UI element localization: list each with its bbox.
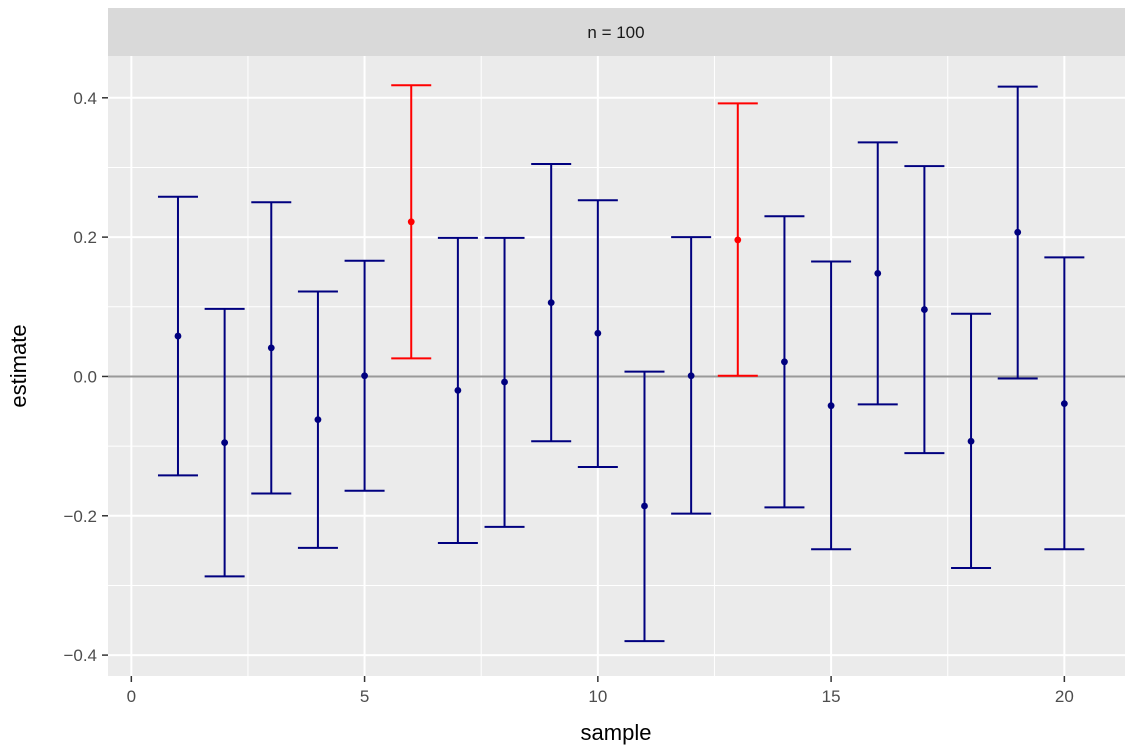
x-axis-title: sample — [581, 720, 652, 745]
error-bars — [157, 84, 1085, 643]
error-bar-sample-16 — [857, 141, 898, 406]
error-bar-sample-7 — [437, 236, 478, 544]
x-tick-label: 20 — [1055, 687, 1074, 706]
error-bar-sample-1 — [157, 195, 198, 477]
error-bar-sample-13 — [717, 102, 758, 377]
error-bar-sample-17 — [904, 165, 945, 455]
error-bar-sample-5 — [344, 259, 385, 492]
estimate-point — [407, 218, 415, 226]
estimate-point — [641, 502, 648, 510]
estimate-point — [454, 386, 462, 394]
x-tick-label: 15 — [822, 687, 841, 706]
x-tick-label: 5 — [360, 687, 369, 706]
y-tick-label: −0.2 — [63, 507, 97, 526]
y-tick-label: −0.4 — [63, 646, 97, 665]
x-axis: 0 5 10 15 20 — [127, 676, 1074, 706]
error-bar-sample-8 — [484, 236, 525, 528]
estimate-point — [967, 437, 975, 445]
error-bar-sample-18 — [951, 312, 992, 570]
estimate-point — [920, 306, 928, 313]
estimate-point — [827, 402, 835, 410]
error-bar-sample-11 — [624, 370, 665, 643]
estimate-point — [174, 332, 182, 340]
error-bar-sample-19 — [997, 85, 1038, 380]
estimate-point — [734, 236, 742, 244]
estimate-point — [221, 439, 229, 447]
estimate-point — [501, 378, 508, 386]
error-bar-sample-9 — [531, 162, 572, 443]
strip-background — [108, 8, 1125, 56]
estimate-point — [314, 416, 322, 424]
y-axis-title: estimate — [6, 324, 31, 407]
error-bar-sample-20 — [1044, 256, 1085, 551]
y-tick-label: 0.4 — [73, 89, 97, 108]
error-bar-sample-10 — [577, 199, 618, 469]
error-bar-sample-15 — [811, 260, 852, 551]
minor-gridlines — [108, 56, 1125, 676]
y-tick-label: 0.2 — [73, 228, 97, 247]
error-bar-sample-4 — [297, 290, 338, 549]
y-tick-label: 0.0 — [73, 367, 97, 386]
error-bar-sample-2 — [204, 307, 245, 578]
estimate-point — [687, 372, 695, 380]
estimate-point — [267, 344, 275, 352]
y-axis: −0.4 −0.2 0.0 0.2 0.4 — [63, 89, 108, 665]
estimate-point — [361, 372, 368, 380]
error-bar-sample-3 — [251, 201, 292, 495]
error-bar-sample-12 — [671, 236, 712, 515]
error-bar-sample-6 — [391, 84, 432, 360]
x-tick-label: 10 — [588, 687, 607, 706]
error-bar-sample-14 — [764, 215, 805, 509]
estimate-point — [781, 358, 788, 366]
estimate-point — [547, 299, 555, 307]
estimate-point — [1060, 400, 1068, 408]
estimate-point — [594, 329, 602, 337]
x-tick-label: 0 — [127, 687, 136, 706]
estimate-point — [1014, 228, 1022, 236]
estimate-point — [874, 269, 882, 277]
facet-strip-label: n = 100 — [587, 23, 644, 42]
plot-panel — [108, 56, 1125, 676]
